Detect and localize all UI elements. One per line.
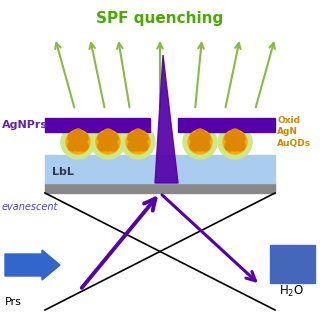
Bar (45, 183, 275, 193)
Circle shape (138, 141, 148, 151)
Circle shape (68, 141, 78, 151)
Circle shape (188, 130, 212, 154)
Circle shape (133, 129, 143, 139)
Circle shape (78, 141, 88, 151)
Circle shape (195, 129, 205, 139)
Circle shape (218, 125, 252, 159)
Circle shape (190, 133, 200, 143)
FancyArrow shape (5, 250, 60, 280)
Circle shape (98, 141, 108, 151)
Circle shape (195, 141, 205, 151)
Bar (178, 118, 275, 132)
Circle shape (235, 141, 245, 151)
Circle shape (61, 125, 95, 159)
Circle shape (133, 141, 143, 151)
Polygon shape (155, 55, 178, 183)
Circle shape (103, 141, 113, 151)
Circle shape (183, 125, 217, 159)
Circle shape (225, 133, 235, 143)
Bar (45, 118, 150, 132)
Text: $\mathrm{H_2O}$: $\mathrm{H_2O}$ (279, 284, 305, 299)
Circle shape (73, 129, 83, 139)
Text: evanescent: evanescent (2, 202, 58, 212)
Circle shape (103, 129, 113, 139)
Bar (270, 245, 315, 283)
Text: LbL: LbL (52, 167, 74, 177)
Circle shape (230, 141, 240, 151)
Circle shape (121, 125, 155, 159)
Circle shape (200, 133, 210, 143)
Circle shape (73, 141, 83, 151)
Bar (45, 155, 275, 183)
Circle shape (78, 133, 88, 143)
Circle shape (230, 129, 240, 139)
Circle shape (91, 125, 125, 159)
Circle shape (66, 130, 90, 154)
Circle shape (223, 130, 247, 154)
Circle shape (200, 141, 210, 151)
Circle shape (225, 141, 235, 151)
Circle shape (108, 133, 118, 143)
Circle shape (98, 133, 108, 143)
Text: Prs: Prs (5, 297, 22, 307)
Text: SPF quenching: SPF quenching (96, 11, 224, 26)
Circle shape (126, 130, 150, 154)
Circle shape (68, 133, 78, 143)
Circle shape (235, 133, 245, 143)
Text: AgNPrs: AgNPrs (2, 120, 48, 130)
Circle shape (190, 141, 200, 151)
Circle shape (96, 130, 120, 154)
Circle shape (108, 141, 118, 151)
Text: Oxid
AgN
AuQDs: Oxid AgN AuQDs (277, 116, 311, 148)
Circle shape (128, 133, 138, 143)
Circle shape (138, 133, 148, 143)
Circle shape (128, 141, 138, 151)
